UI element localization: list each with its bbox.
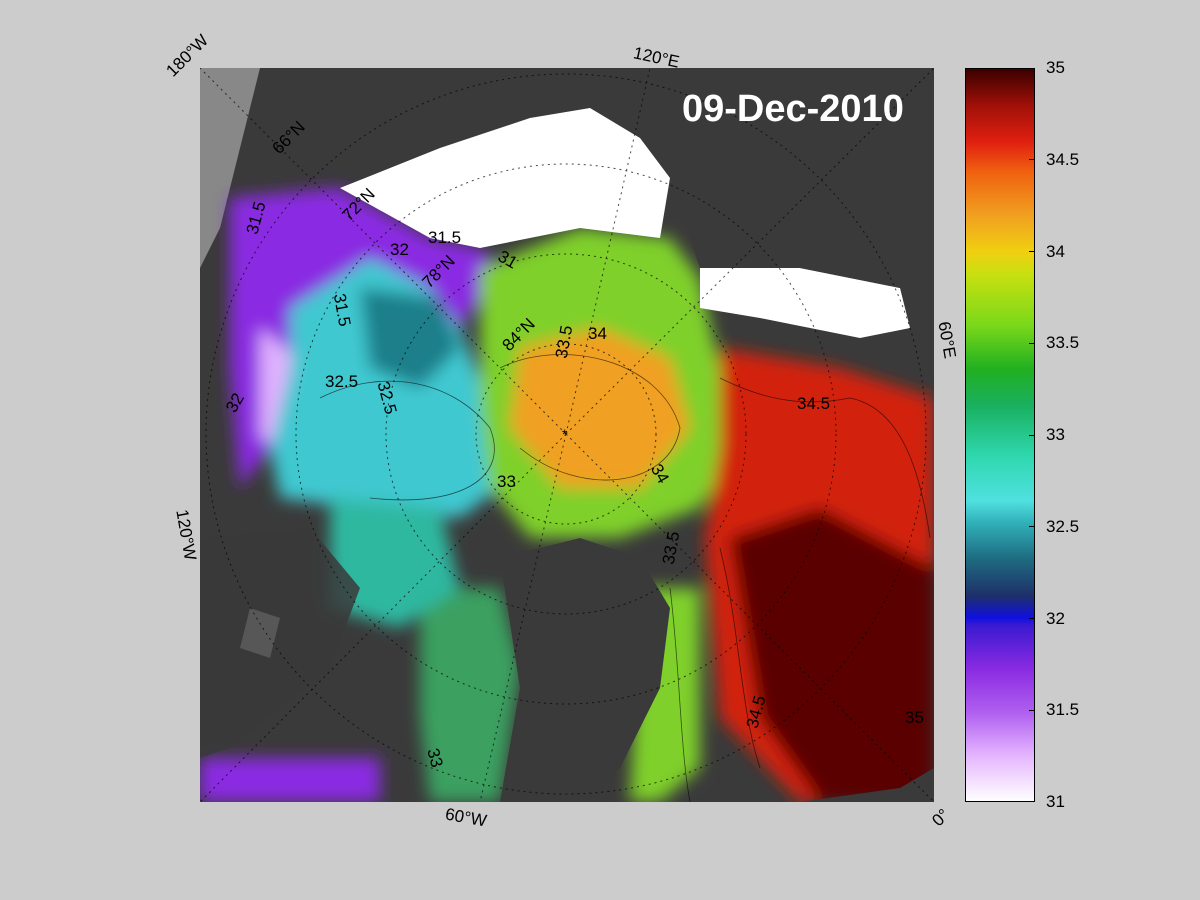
- contour-label: 33: [497, 472, 516, 491]
- colorbar-tick: 34.5: [1046, 149, 1080, 169]
- map-graphic: *: [200, 68, 934, 802]
- contour-label: 35: [905, 708, 924, 727]
- siberia: [670, 68, 934, 288]
- colorbar-tick: 33.5: [1046, 333, 1080, 353]
- longitude-label-60w: 60°W: [443, 804, 489, 831]
- date-label: 09-Dec-2010: [682, 88, 904, 130]
- longitude-label-120w: 120°W: [172, 508, 200, 562]
- north-pole-marker: *: [562, 426, 568, 442]
- longitude-label-60e: 60°E: [934, 320, 960, 360]
- outside-area: [200, 68, 260, 268]
- contour-label: 32.5: [325, 372, 359, 391]
- colorbar-tick: 33: [1046, 425, 1065, 444]
- salinity-map: * 09-Dec-2010 31.5 31.5 31 32 32.5 33 33…: [200, 68, 934, 802]
- canadian-archipelago: [200, 528, 360, 758]
- contour-label: 31.5: [428, 228, 462, 247]
- salinity-field: [200, 188, 934, 802]
- contour-label: 34.5: [797, 394, 831, 413]
- graticule: [200, 68, 934, 802]
- contour-label: 34: [588, 324, 607, 343]
- colorbar-tick: 31: [1046, 792, 1065, 811]
- contour-lines: [319, 354, 931, 802]
- sea-ice-east: [700, 268, 910, 338]
- greenland: [500, 538, 670, 802]
- colorbar-tick: 34: [1046, 241, 1065, 261]
- colorbar: [965, 68, 1035, 802]
- colorbar-tick: 32: [1046, 608, 1065, 628]
- contour-label: 32: [390, 240, 409, 259]
- longitude-label-0: 0°: [928, 805, 954, 831]
- sea-ice-north: [340, 108, 670, 248]
- colorbar-tick: 31.5: [1046, 700, 1080, 720]
- colorbar-tick: 32.5: [1046, 516, 1080, 536]
- colorbar-tick: 35: [1046, 58, 1065, 77]
